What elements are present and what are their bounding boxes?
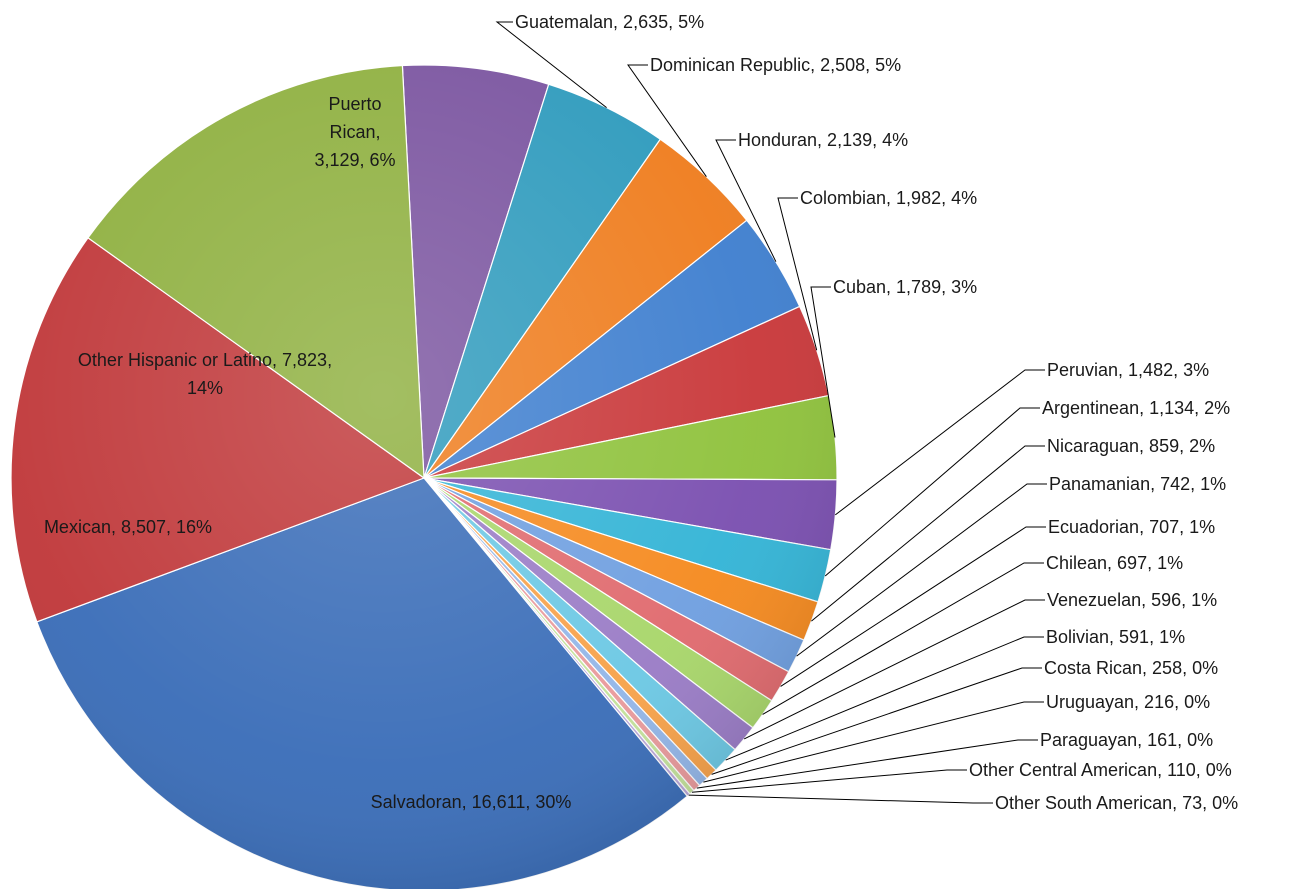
leader-line-other-south-american <box>688 794 993 804</box>
data-label-other-hispanic-or-latino: Other Hispanic or Latino, 7,823, 14% <box>78 350 332 398</box>
data-label-puerto-rican: Puerto Rican, 3,129, 6% <box>314 94 395 170</box>
leader-line-ecuadorian <box>780 526 1046 687</box>
leader-line-costa-rican <box>711 667 1042 775</box>
data-label-guatemalan: Guatemalan, 2,635, 5% <box>515 12 704 32</box>
data-label-paraguayan: Paraguayan, 161, 0% <box>1040 730 1213 750</box>
data-label-honduran: Honduran, 2,139, 4% <box>738 130 908 150</box>
leader-lines <box>495 21 1047 804</box>
leader-line-guatemalan <box>495 21 607 108</box>
leader-line-bolivian <box>725 636 1044 761</box>
leader-line-cuban <box>810 286 836 438</box>
data-label-colombian: Colombian, 1,982, 4% <box>800 188 977 208</box>
leader-line-honduran <box>715 139 777 262</box>
data-label-salvadoran: Salvadoran, 16,611, 30% <box>371 792 572 812</box>
leader-line-panamanian <box>796 483 1047 657</box>
data-label-argentinean: Argentinean, 1,134, 2% <box>1042 398 1230 418</box>
data-label-venezuelan: Venezuelan, 596, 1% <box>1047 590 1217 610</box>
leader-line-argentinean <box>824 407 1040 577</box>
leader-line-peruvian <box>834 369 1045 516</box>
data-label-bolivian: Bolivian, 591, 1% <box>1046 627 1185 647</box>
leader-line-paraguayan <box>696 739 1038 789</box>
data-labels: Puerto Rican, 3,129, 6% Guatemalan, 2,635, … <box>44 12 1238 813</box>
data-label-ecuadorian: Ecuadorian, 707, 1% <box>1048 517 1215 537</box>
leader-line-chilean <box>762 562 1044 715</box>
data-label-other-south-american: Other South American, 73, 0% <box>995 793 1238 813</box>
data-label-dominican-republic: Dominican Republic, 2,508, 5% <box>650 55 901 75</box>
leader-line-other-central-american <box>691 769 967 793</box>
leader-line-uruguayan <box>703 701 1044 783</box>
leader-line-dominican-republic <box>627 64 707 177</box>
leader-line-nicaraguan <box>811 445 1045 622</box>
data-label-mexican: Mexican, 8,507, 16% <box>44 517 212 537</box>
leader-line-colombian <box>777 197 818 351</box>
data-label-chilean: Chilean, 697, 1% <box>1046 553 1183 573</box>
data-label-panamanian: Panamanian, 742, 1% <box>1049 474 1226 494</box>
data-label-costa-rican: Costa Rican, 258, 0% <box>1044 658 1218 678</box>
data-label-other-central-american: Other Central American, 110, 0% <box>969 760 1232 780</box>
data-label-peruvian: Peruvian, 1,482, 3% <box>1047 360 1209 380</box>
data-label-uruguayan: Uruguayan, 216, 0% <box>1046 692 1210 712</box>
leader-line-venezuelan <box>743 599 1045 740</box>
data-label-nicaraguan: Nicaraguan, 859, 2% <box>1047 436 1215 456</box>
data-label-cuban: Cuban, 1,789, 3% <box>833 277 977 297</box>
pie-slices <box>10 64 838 889</box>
